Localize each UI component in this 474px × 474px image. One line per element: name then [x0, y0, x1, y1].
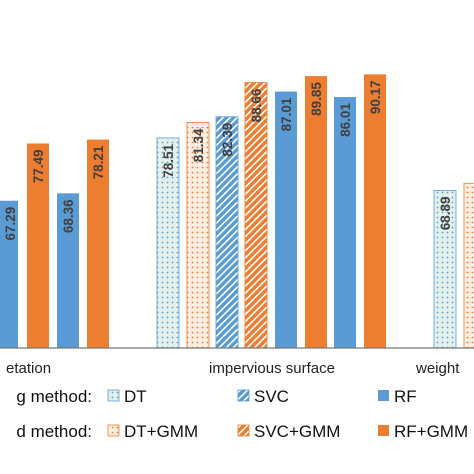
bar	[87, 139, 109, 348]
data-label: 89.85	[309, 82, 324, 116]
category-labels-group: etation impervious surface weight	[6, 360, 460, 377]
legend-label: RF	[394, 387, 417, 406]
legend-swatch	[378, 390, 389, 401]
legend-swatch	[378, 425, 389, 436]
legend-swatch	[237, 389, 250, 402]
bar	[0, 200, 18, 348]
bar	[27, 143, 49, 348]
bar	[57, 193, 79, 348]
data-label: 78.51	[161, 143, 176, 177]
legend-label: SVC	[254, 387, 289, 406]
legend-title: d method:	[16, 422, 92, 441]
bar	[364, 74, 386, 348]
data-label: 87.01	[279, 97, 294, 131]
legend-swatch	[237, 424, 250, 437]
legend-label: SVC+GMM	[254, 422, 340, 441]
legend-swatch	[107, 424, 120, 437]
legend-label: RF+GMM	[394, 422, 468, 441]
bar	[275, 91, 297, 348]
data-label: 88.66	[249, 88, 264, 122]
data-labels-group: 67.29 77.49 68.36 78.21 78.51 81.34 82.39 88.66…	[3, 80, 453, 240]
category-label: weight	[415, 360, 460, 377]
legend: g method: DT SVC RF d method: DT+GMM SVC+GMM RF…	[16, 387, 468, 441]
data-label: 90.17	[368, 80, 383, 114]
category-label: impervious surface	[209, 360, 335, 377]
data-label: 77.49	[31, 150, 46, 184]
data-label: 78.21	[91, 145, 106, 179]
bar	[305, 76, 327, 348]
legend-title: g method:	[16, 387, 92, 406]
data-label: 67.29	[3, 207, 18, 241]
bar	[334, 97, 356, 348]
bar	[463, 182, 474, 349]
data-label: 68.36	[61, 199, 76, 233]
data-label: 68.89	[438, 196, 453, 230]
category-label: etation	[6, 360, 51, 377]
legend-label: DT+GMM	[124, 422, 198, 441]
legend-label: DT	[124, 387, 147, 406]
data-label: 86.01	[338, 103, 353, 137]
data-label: 81.34	[191, 128, 206, 162]
legend-swatch	[107, 389, 120, 402]
data-label: 82.39	[220, 123, 235, 157]
